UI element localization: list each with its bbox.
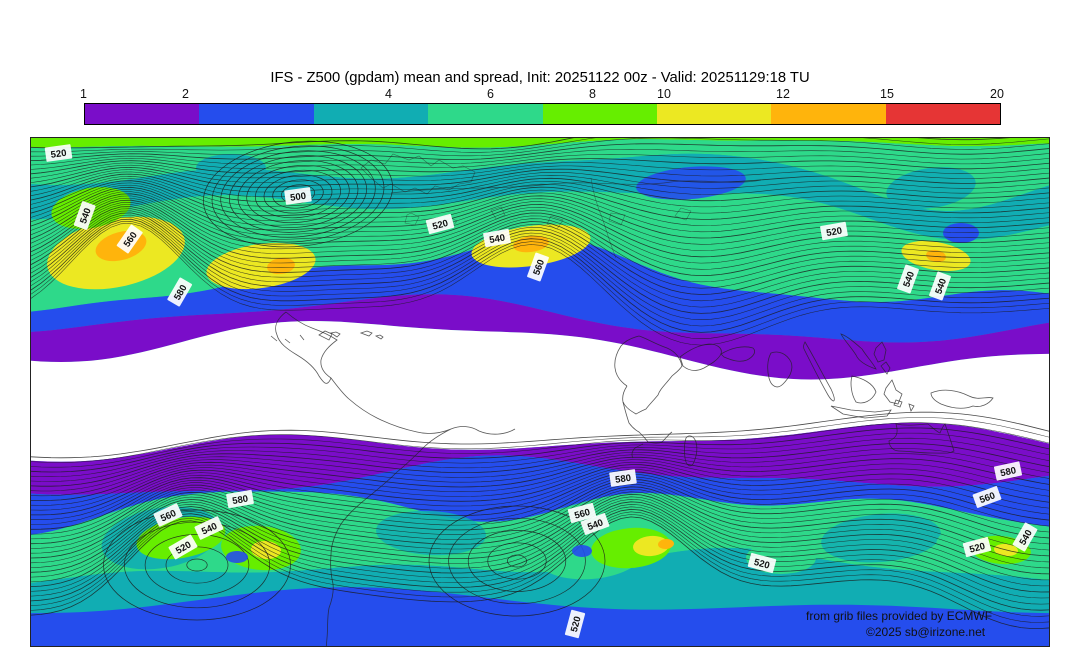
svg-text:500: 500 <box>290 191 307 204</box>
svg-text:520: 520 <box>50 148 67 161</box>
svg-text:580: 580 <box>615 473 632 486</box>
